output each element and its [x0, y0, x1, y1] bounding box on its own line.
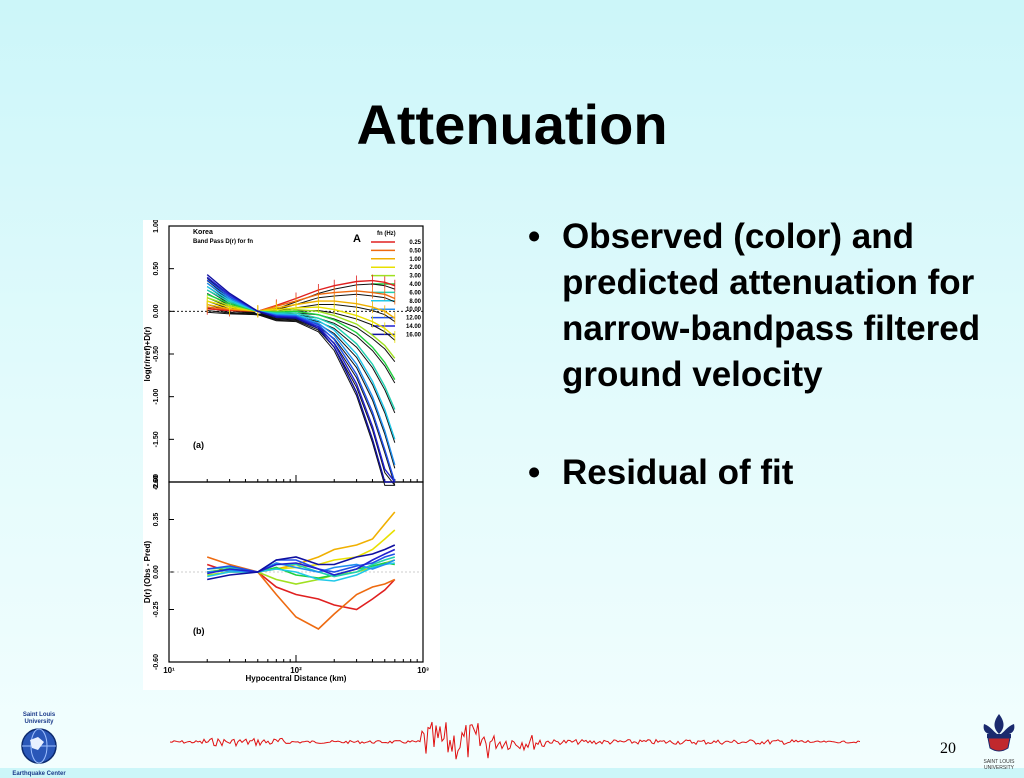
panel-a-frame: [168, 225, 424, 483]
legend-entry: 14.00: [406, 324, 422, 330]
logo-caption: UNIVERSITY: [983, 765, 1014, 771]
y-tick-label-a: 0.50: [153, 262, 160, 276]
legend-entry: 16.00: [406, 332, 422, 338]
bullet-item: • Residual of fit: [522, 450, 992, 496]
legend-entry: 2.00: [409, 265, 421, 271]
x-tick-label: 10²: [290, 666, 302, 675]
logo-caption: SAINT LOUIS: [983, 759, 1015, 765]
legend-entry: 3.00: [409, 274, 421, 280]
legend-entry: 4.00: [409, 282, 421, 288]
observed-line-16.00: [206, 274, 395, 483]
panel-b-label: (b): [193, 626, 205, 636]
bullet-list: • Observed (color) and predicted attenua…: [522, 214, 992, 548]
slu-crest-logo: SAINT LOUIS UNIVERSITY: [978, 712, 1020, 771]
y-tick-label-b: 0.00: [153, 565, 160, 579]
x-tick-label: 10³: [417, 666, 429, 675]
legend-title: fn (Hz): [377, 231, 396, 237]
y-axis-label-b: D(r) (Obs - Pred): [143, 541, 152, 604]
page-number: 20: [940, 740, 956, 757]
y-tick-label-a: -1.50: [153, 431, 160, 447]
bullet-dot: •: [528, 453, 541, 492]
bullet-text: Observed (color) and predicted attenuati…: [562, 217, 981, 394]
bullet-item: • Observed (color) and predicted attenua…: [522, 214, 992, 398]
y-tick-label-b: -0.25: [153, 601, 160, 617]
x-tick-label: 10¹: [163, 666, 175, 675]
attenuation-chart-svg: 1.00 0.50 0.00 -0.50 -1.00 -1.50 -2.000.60 0.35…: [143, 220, 429, 683]
seismogram-trace: [170, 721, 860, 760]
y-tick-label-a: -0.50: [153, 346, 160, 362]
attenuation-figure: 1.00 0.50 0.00 -0.50 -1.00 -1.50 -2.00 0.60 0.35…: [143, 220, 440, 690]
slide-title: Attenuation: [356, 93, 668, 156]
residual-line-16.00: [207, 544, 396, 581]
y-axis-label-a: log(r/rref)+D(r): [143, 326, 152, 381]
y-tick-label-b: 0.60: [153, 475, 160, 489]
slu-earthquake-center-logo: Saint Louis University Earthquake Center: [8, 712, 70, 777]
logo-caption: Saint Louis University: [22, 712, 56, 725]
panel-corner-label: A: [353, 233, 361, 245]
bullet-dot: •: [528, 217, 541, 256]
y-tick-label-a: -2.00: [153, 474, 160, 490]
legend-entry: 6.00: [409, 290, 421, 296]
fleur-de-lis-icon: [983, 714, 1015, 752]
panel-a-label: (a): [193, 440, 204, 450]
legend-entry: 0.50: [409, 248, 421, 254]
chart-title-line: Band Pass D(r) for fn: [193, 239, 253, 245]
bullet-text: Residual of fit: [562, 453, 794, 492]
x-axis-label: Hypocentral Distance (km): [246, 674, 347, 683]
legend-entry: 12.00: [406, 316, 422, 322]
y-tick-label-a: 1.00: [153, 220, 160, 233]
y-tick-label-a: -1.00: [153, 389, 160, 405]
y-tick-label-b: 0.35: [153, 513, 160, 527]
logo-caption: Earthquake Center: [12, 771, 66, 777]
globe-icon: [21, 728, 57, 764]
legend-entry: 0.25: [409, 240, 421, 246]
seismogram-decoration: [170, 721, 860, 760]
y-tick-label-a: 0.00: [153, 304, 160, 318]
chart-title-line: Korea: [193, 229, 213, 236]
residual-line-14.00: [207, 548, 396, 576]
legend-entry: 1.00: [409, 257, 421, 263]
y-tick-label-b: -0.60: [153, 654, 160, 670]
legend-entry: 8.00: [409, 299, 421, 305]
legend-entry: 10.00: [406, 307, 422, 313]
